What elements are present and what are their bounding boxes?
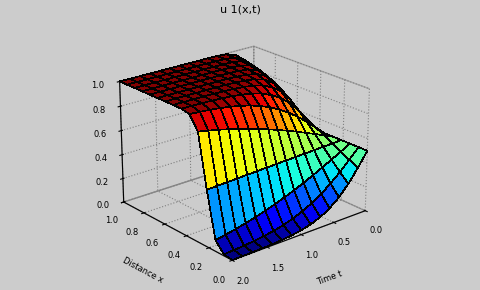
X-axis label: Time t: Time t (315, 269, 343, 287)
Title: u 1(x,t): u 1(x,t) (219, 4, 261, 14)
Y-axis label: Distance x: Distance x (121, 256, 164, 285)
